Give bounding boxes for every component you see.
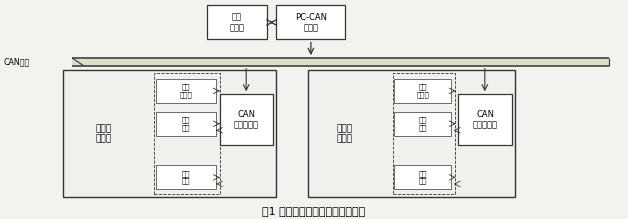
Bar: [392, 73, 455, 194]
Text: 工控
计算机: 工控 计算机: [230, 13, 244, 32]
Bar: [156, 112, 216, 136]
Bar: [394, 79, 451, 103]
Bar: [63, 70, 276, 197]
Text: 加热
开关: 加热 开关: [181, 170, 190, 184]
Text: 高低温
试验箱: 高低温 试验箱: [95, 124, 112, 143]
Text: CAN
接口控制板: CAN 接口控制板: [473, 110, 497, 129]
Bar: [394, 165, 451, 189]
Bar: [156, 79, 216, 103]
Text: CAN总线: CAN总线: [3, 57, 30, 66]
Bar: [154, 73, 220, 194]
Bar: [220, 94, 273, 145]
Text: 温度
传感器: 温度 传感器: [180, 84, 192, 98]
Text: CAN
接口控制板: CAN 接口控制板: [234, 110, 259, 129]
Bar: [156, 165, 216, 189]
Text: PC-CAN
接口卡: PC-CAN 接口卡: [295, 13, 327, 32]
Bar: [308, 70, 515, 197]
Text: 高低温
试验箱: 高低温 试验箱: [336, 124, 352, 143]
Text: 图1 高低温试验箱监控系统的组成: 图1 高低温试验箱监控系统的组成: [263, 206, 365, 216]
Text: 制冷
开关: 制冷 开关: [418, 117, 427, 131]
Bar: [458, 94, 512, 145]
Bar: [276, 5, 345, 39]
Text: 温度
传感器: 温度 传感器: [416, 84, 429, 98]
Bar: [207, 5, 267, 39]
Bar: [394, 112, 451, 136]
Text: 制冷
开关: 制冷 开关: [181, 117, 190, 131]
Bar: [72, 58, 609, 66]
Text: 加热
开关: 加热 开关: [418, 170, 427, 184]
